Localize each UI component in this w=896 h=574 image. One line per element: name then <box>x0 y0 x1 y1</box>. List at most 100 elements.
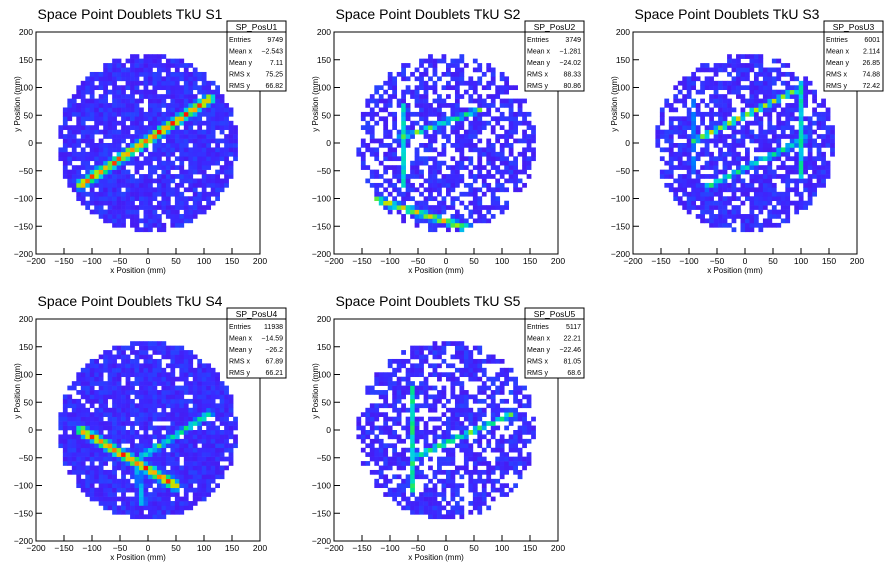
heatmap-cell <box>745 63 750 68</box>
heatmap-cell <box>713 111 719 117</box>
heatmap-cell <box>695 156 701 162</box>
heatmap-cell <box>709 165 714 170</box>
heatmap-cell <box>233 151 238 157</box>
heatmap-cell <box>174 89 180 95</box>
heatmap-cell <box>718 98 723 104</box>
heatmap-cell <box>459 67 465 73</box>
heatmap-cell <box>165 134 171 139</box>
heatmap-cell <box>419 367 424 373</box>
heatmap-cell <box>130 200 135 206</box>
x-tick-label: −50 <box>710 256 725 266</box>
heatmap-cell <box>673 143 679 148</box>
heatmap-cell <box>58 129 64 135</box>
heatmap-cell <box>76 483 82 489</box>
heatmap-cell <box>785 165 791 170</box>
heatmap-cell <box>396 363 402 369</box>
heatmap-cell <box>152 134 158 139</box>
heatmap-cell <box>450 169 456 175</box>
heatmap-cell <box>156 358 162 364</box>
heatmap-cell <box>812 120 817 126</box>
heatmap-cell <box>98 496 104 502</box>
heatmap-cell <box>495 205 501 210</box>
heatmap-cell <box>161 474 167 480</box>
heatmap-cell <box>112 169 117 175</box>
heatmap-cell <box>143 483 149 489</box>
heatmap-cell <box>517 456 523 462</box>
heatmap-cell <box>139 443 144 449</box>
x-tick-label: 200 <box>551 256 565 266</box>
stats-value: −1.281 <box>559 49 581 56</box>
heatmap-cell <box>423 58 429 64</box>
heatmap-cell <box>165 474 171 480</box>
heatmap-cell <box>85 138 91 144</box>
heatmap-cell <box>780 191 786 197</box>
heatmap-cell <box>107 496 113 502</box>
heatmap-cell <box>139 165 144 170</box>
heatmap-cell <box>495 385 501 391</box>
heatmap-cell <box>383 116 389 122</box>
heatmap-cell <box>428 54 433 59</box>
heatmap-cell <box>165 143 171 148</box>
heatmap-cell <box>745 129 750 135</box>
heatmap-cell <box>825 143 831 148</box>
heatmap-cell <box>233 425 238 431</box>
heatmap-cell <box>170 505 176 511</box>
heatmap-cell <box>789 125 795 130</box>
stats-value: 7.11 <box>270 60 283 67</box>
heatmap-cell <box>170 63 176 68</box>
heatmap-cell <box>499 156 505 162</box>
heatmap-cell <box>450 381 456 386</box>
heatmap-cell <box>206 376 212 382</box>
heatmap-cell <box>161 129 167 135</box>
heatmap-cell <box>695 67 701 73</box>
heatmap-cell <box>387 134 393 139</box>
heatmap-cell <box>179 63 185 68</box>
heatmap-cell <box>531 138 536 144</box>
x-tick-label: 0 <box>444 256 449 266</box>
heatmap-cell <box>161 165 167 170</box>
heatmap-cell <box>107 390 113 395</box>
heatmap-cell <box>215 425 220 431</box>
heatmap-cell <box>369 456 375 462</box>
heatmap-cell <box>472 412 478 417</box>
heatmap-cell <box>405 376 411 382</box>
heatmap-cell <box>401 165 406 170</box>
heatmap-cell <box>383 403 389 409</box>
heatmap-cell <box>210 156 216 162</box>
heatmap-cell <box>356 147 362 153</box>
heatmap-cell <box>762 187 768 193</box>
heatmap-cell <box>224 174 229 179</box>
heatmap-cell <box>767 85 773 91</box>
heatmap-cell <box>112 76 117 82</box>
heatmap-cell <box>148 116 153 122</box>
heatmap-cell <box>776 116 782 122</box>
heatmap-cell <box>767 214 773 219</box>
heatmap-cell <box>499 385 505 391</box>
heatmap-cell <box>780 174 786 179</box>
heatmap-cell <box>130 143 135 148</box>
heatmap-cell <box>356 151 362 157</box>
heatmap-cell <box>201 174 207 179</box>
heatmap-cell <box>148 129 153 135</box>
heatmap-cell <box>463 138 469 144</box>
heatmap-cell <box>513 438 518 444</box>
heatmap-cell <box>437 345 442 351</box>
heatmap-cell <box>130 103 135 108</box>
heatmap-cell <box>673 156 679 162</box>
heatmap-cell <box>62 174 68 179</box>
heatmap-cell <box>771 103 777 108</box>
heatmap-cell <box>156 147 162 153</box>
heatmap-cell <box>504 160 510 166</box>
heatmap-cell <box>89 111 95 117</box>
heatmap-cell <box>794 156 800 162</box>
heatmap-cell <box>360 447 366 453</box>
heatmap-cell <box>210 138 216 144</box>
heatmap-cell <box>682 129 688 135</box>
heatmap-cell <box>206 483 212 489</box>
heatmap-cell <box>459 430 465 435</box>
heatmap-cell <box>419 385 424 391</box>
heatmap-cell <box>396 416 402 422</box>
heatmap-cell <box>749 205 755 210</box>
heatmap-cell <box>183 200 189 206</box>
heatmap-cell <box>450 487 456 493</box>
